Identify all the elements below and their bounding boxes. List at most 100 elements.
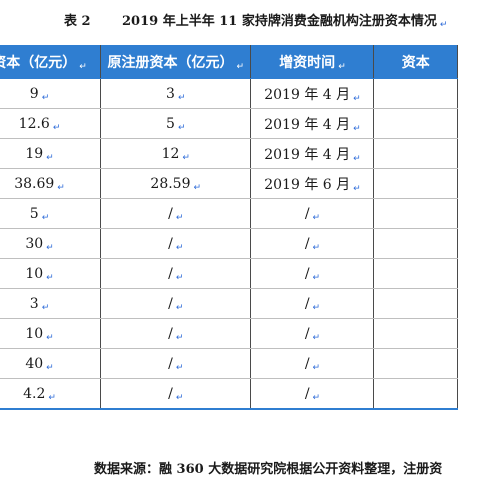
paragraph-mark-icon: ↵ xyxy=(177,122,186,133)
paragraph-mark-icon: ↵ xyxy=(79,62,87,72)
paragraph-mark-icon: ↵ xyxy=(41,92,50,103)
original-capital-cell: / ↵ xyxy=(100,228,252,259)
new-capital-cell: 12.6 ↵ xyxy=(0,108,102,139)
new-capital-cell: 9 ↵ xyxy=(0,78,102,109)
paragraph-mark-icon: ↵ xyxy=(175,362,184,373)
new-capital-cell: 4.2 ↵ xyxy=(0,378,102,410)
original-capital-cell: 5 ↵ xyxy=(100,108,252,139)
increase-time-cell: / ↵ xyxy=(250,258,375,289)
caption-title-wrap: 2019 年上半年 11 家持牌消费金融机构注册资本情况 ↵ xyxy=(122,10,448,30)
paragraph-mark-icon: ↵ xyxy=(439,20,448,30)
increase-time-cell: 2019 年 6 月 ↵ xyxy=(250,168,375,199)
capital-cell xyxy=(373,198,458,229)
paragraph-mark-icon: ↵ xyxy=(175,212,184,223)
paragraph-mark-icon: ↵ xyxy=(353,123,361,134)
caption-title: 2019 年上半年 11 家持牌消费金融机构注册资本情况 xyxy=(122,14,437,29)
original-capital-cell: 28.59 ↵ xyxy=(100,168,252,199)
paragraph-mark-icon: ↵ xyxy=(177,92,186,103)
paragraph-mark-icon: ↵ xyxy=(41,302,50,313)
original-capital-cell: / ↵ xyxy=(100,198,252,229)
table-row: 3 ↵ / ↵ / ↵ xyxy=(0,288,458,319)
paragraph-mark-icon: ↵ xyxy=(175,332,184,343)
paragraph-mark-icon: ↵ xyxy=(48,392,56,403)
paragraph-mark-icon: ↵ xyxy=(46,332,54,343)
paragraph-mark-icon: ↵ xyxy=(338,62,346,72)
new-capital-cell: 3 ↵ xyxy=(0,288,102,319)
paragraph-mark-icon: ↵ xyxy=(353,153,361,164)
increase-time-cell: 2019 年 4 月 ↵ xyxy=(250,78,375,109)
table-row: 12.6 ↵ 5 ↵ 2019 年 4 月 ↵ xyxy=(0,108,458,139)
table-row: 19 ↵ 12 ↵ 2019 年 4 月 ↵ xyxy=(0,138,458,169)
paragraph-mark-icon: ↵ xyxy=(46,272,54,283)
increase-time-cell: / ↵ xyxy=(250,378,375,410)
paragraph-mark-icon: ↵ xyxy=(182,152,190,163)
table-row: 10 ↵ / ↵ / ↵ xyxy=(0,318,458,349)
new-capital-cell: 40 ↵ xyxy=(0,348,102,379)
capital-cell xyxy=(373,378,458,410)
paragraph-mark-icon: ↵ xyxy=(46,362,54,373)
data-source-note: 数据来源：融 360 大数据研究院根据公开资料整理，注册资 xyxy=(94,462,443,477)
new-capital-cell: 10 ↵ xyxy=(0,258,102,289)
paragraph-mark-icon: ↵ xyxy=(312,212,321,223)
table-header-row: 资本（亿元） ↵ 原注册资本（亿元） ↵ 增资时间 ↵ 资本 xyxy=(0,45,458,79)
table-row: 40 ↵ / ↵ / ↵ xyxy=(0,348,458,379)
paragraph-mark-icon: ↵ xyxy=(52,122,61,133)
table-row: 30 ↵ / ↵ / ↵ xyxy=(0,228,458,259)
original-capital-cell: 3 ↵ xyxy=(100,78,252,109)
original-capital-cell: / ↵ xyxy=(100,378,252,410)
increase-time-cell: / ↵ xyxy=(250,348,375,379)
header-original-capital: 原注册资本（亿元） ↵ xyxy=(100,45,252,79)
capital-cell xyxy=(373,168,458,199)
paragraph-mark-icon: ↵ xyxy=(193,182,202,193)
paragraph-mark-icon: ↵ xyxy=(175,302,184,313)
new-capital-cell: 5 ↵ xyxy=(0,198,102,229)
original-capital-cell: / ↵ xyxy=(100,318,252,349)
header-increase-time: 增资时间 ↵ xyxy=(250,45,375,79)
capital-cell xyxy=(373,78,458,109)
new-capital-cell: 10 ↵ xyxy=(0,318,102,349)
increase-time-cell: / ↵ xyxy=(250,228,375,259)
table-row: 9 ↵ 3 ↵ 2019 年 4 月 ↵ xyxy=(0,78,458,109)
increase-time-cell: 2019 年 4 月 ↵ xyxy=(250,108,375,139)
paragraph-mark-icon: ↵ xyxy=(312,362,321,373)
increase-time-cell: 2019 年 4 月 ↵ xyxy=(250,138,375,169)
original-capital-cell: 12 ↵ xyxy=(100,138,252,169)
paragraph-mark-icon: ↵ xyxy=(312,332,321,343)
capital-cell xyxy=(373,258,458,289)
increase-time-cell: / ↵ xyxy=(250,318,375,349)
table-row: 5 ↵ / ↵ / ↵ xyxy=(0,198,458,229)
increase-time-cell: / ↵ xyxy=(250,198,375,229)
table-row: 4.2 ↵ / ↵ / ↵ xyxy=(0,378,458,410)
capital-table: 资本（亿元） ↵ 原注册资本（亿元） ↵ 增资时间 ↵ 资本 9 ↵ 3 ↵ 2019 年 4… xyxy=(0,45,458,410)
original-capital-cell: / ↵ xyxy=(100,348,252,379)
capital-cell xyxy=(373,288,458,319)
capital-cell xyxy=(373,348,458,379)
header-new-capital: 资本（亿元） ↵ xyxy=(0,45,102,79)
paragraph-mark-icon: ↵ xyxy=(57,182,65,193)
table-row: 10 ↵ / ↵ / ↵ xyxy=(0,258,458,289)
paragraph-mark-icon: ↵ xyxy=(312,392,321,403)
paragraph-mark-icon: ↵ xyxy=(46,152,54,163)
paragraph-mark-icon: ↵ xyxy=(312,272,321,283)
table-row: 38.69 ↵ 28.59 ↵ 2019 年 6 月 ↵ xyxy=(0,168,458,199)
paragraph-mark-icon: ↵ xyxy=(312,302,321,313)
paragraph-mark-icon: ↵ xyxy=(312,242,321,253)
capital-cell xyxy=(373,138,458,169)
paragraph-mark-icon: ↵ xyxy=(353,93,361,104)
paragraph-mark-icon: ↵ xyxy=(46,242,54,253)
paragraph-mark-icon: ↵ xyxy=(175,392,184,403)
paragraph-mark-icon: ↵ xyxy=(41,212,50,223)
new-capital-cell: 38.69 ↵ xyxy=(0,168,102,199)
new-capital-cell: 30 ↵ xyxy=(0,228,102,259)
original-capital-cell: / ↵ xyxy=(100,288,252,319)
original-capital-cell: / ↵ xyxy=(100,258,252,289)
increase-time-cell: / ↵ xyxy=(250,288,375,319)
capital-cell xyxy=(373,228,458,259)
capital-cell xyxy=(373,108,458,139)
capital-cell xyxy=(373,318,458,349)
caption-label: 表 2 xyxy=(64,14,91,29)
paragraph-mark-icon: ↵ xyxy=(175,242,184,253)
header-capital-cut: 资本 xyxy=(373,45,458,79)
paragraph-mark-icon: ↵ xyxy=(175,272,184,283)
paragraph-mark-icon: ↵ xyxy=(353,183,361,194)
